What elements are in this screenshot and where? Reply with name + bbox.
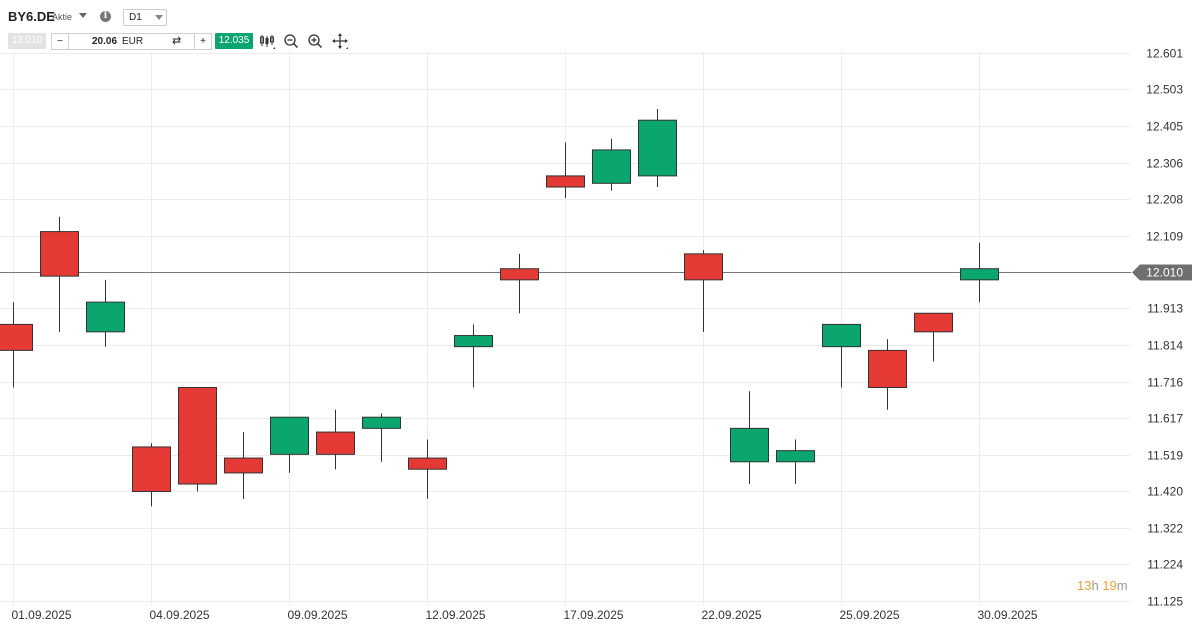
candle-up xyxy=(362,416,401,429)
symbol-name[interactable]: BY6.DE xyxy=(8,9,55,24)
candle-countdown: 13h 19m xyxy=(1077,578,1128,593)
y-tick-label: 11.224 xyxy=(1147,558,1183,572)
y-tick-label: 12.208 xyxy=(1146,193,1183,207)
y-tick-label: 11.913 xyxy=(1147,302,1183,316)
x-tick-label: 12.09.2025 xyxy=(426,608,486,622)
candle-up xyxy=(730,427,769,463)
candle-up xyxy=(638,119,677,177)
candle-down xyxy=(546,175,585,188)
y-tick-label: 11.617 xyxy=(1147,412,1183,426)
x-tick-label: 22.09.2025 xyxy=(702,608,762,622)
decrease-quantity-button[interactable]: − xyxy=(51,33,69,50)
candle-down xyxy=(684,253,723,281)
candle-up xyxy=(270,416,309,455)
candle-up xyxy=(592,149,631,184)
candle-up xyxy=(454,335,493,348)
quantity-field[interactable]: 20.06 EUR ⇄ xyxy=(68,33,194,50)
y-tick-label: 11.125 xyxy=(1147,595,1183,609)
y-tick-label: 11.716 xyxy=(1147,376,1183,390)
currency-label: EUR xyxy=(122,36,144,47)
chart-type-icon[interactable] xyxy=(258,32,276,50)
bid-price-button[interactable]: 12.010 xyxy=(8,33,46,49)
x-tick-label: 04.09.2025 xyxy=(150,608,210,622)
candle-down xyxy=(316,431,355,455)
ask-price-button[interactable]: 12.035 xyxy=(215,33,253,49)
candle-down xyxy=(914,312,953,333)
candle-down xyxy=(868,349,907,389)
timeframe-select[interactable]: D1 xyxy=(123,9,167,26)
y-tick-label: 11.322 xyxy=(1147,522,1183,536)
symbol-dropdown-icon[interactable] xyxy=(79,13,87,18)
countdown-minutes-unit: m xyxy=(1116,578,1128,593)
y-tick-label: 11.420 xyxy=(1147,485,1183,499)
current-price-label: 12.010 xyxy=(1146,266,1183,280)
zoom-out-icon[interactable] xyxy=(282,32,300,50)
x-tick-label: 09.09.2025 xyxy=(288,608,348,622)
y-tick-label: 11.814 xyxy=(1147,339,1183,353)
toolbar: BY6.DE Aktie i D1 12.010 − 20.06 EUR ⇄ +… xyxy=(0,0,1201,56)
candle-down xyxy=(132,446,171,492)
zoom-in-icon[interactable] xyxy=(306,32,324,50)
x-tick-label: 01.09.2025 xyxy=(12,608,72,622)
increase-quantity-button[interactable]: + xyxy=(194,33,212,50)
info-icon[interactable]: i xyxy=(100,11,111,22)
candle-down xyxy=(40,231,79,277)
x-tick-label: 17.09.2025 xyxy=(564,608,624,622)
pan-icon[interactable] xyxy=(331,32,349,50)
candle-down xyxy=(408,457,447,470)
current-price-badge xyxy=(1132,264,1192,281)
candle-up xyxy=(86,301,125,333)
y-tick-label: 11.519 xyxy=(1147,449,1183,463)
candle-down xyxy=(178,387,217,485)
y-tick-label: 12.405 xyxy=(1146,120,1183,134)
y-tick-label: 12.503 xyxy=(1146,83,1183,97)
countdown-hours: 13 xyxy=(1077,578,1092,593)
candle-down xyxy=(500,268,539,281)
timeframe-value: D1 xyxy=(129,12,142,23)
countdown-hours-unit: h xyxy=(1091,578,1099,593)
y-tick-label: 12.109 xyxy=(1146,230,1183,244)
candle-up xyxy=(960,268,999,281)
quantity-value: 20.06 xyxy=(92,36,118,47)
x-tick-label: 25.09.2025 xyxy=(840,608,900,622)
y-tick-label: 12.306 xyxy=(1146,157,1183,171)
candle-up xyxy=(822,323,861,348)
x-tick-label: 30.09.2025 xyxy=(978,608,1038,622)
y-tick-label: 12.601 xyxy=(1146,47,1183,61)
countdown-minutes: 19 xyxy=(1102,578,1117,593)
instrument-type: Aktie xyxy=(52,12,73,22)
candle-up xyxy=(776,450,815,463)
swap-icon[interactable]: ⇄ xyxy=(172,35,182,47)
chevron-down-icon xyxy=(155,15,163,20)
candle-down xyxy=(224,457,263,474)
candle-down xyxy=(0,323,33,351)
